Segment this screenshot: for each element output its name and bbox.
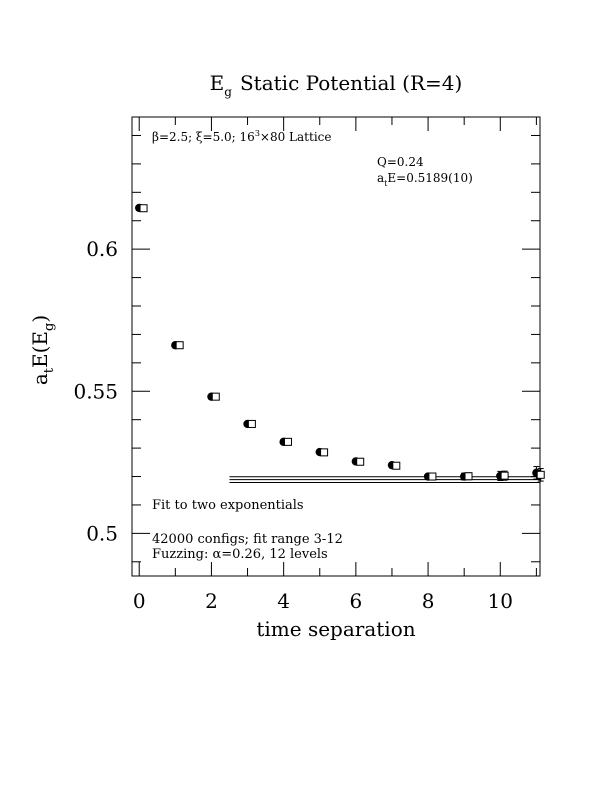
lattice-annotation: β=2.5; ξ=5.0; 163×80 Lattice bbox=[152, 129, 331, 144]
fit-annotation: Fit to two exponentials bbox=[152, 498, 304, 513]
energy-annotation: atE=0.5189(10) bbox=[377, 171, 473, 188]
data-point-square bbox=[428, 472, 437, 481]
axis-ticks bbox=[132, 117, 540, 576]
data-points bbox=[135, 203, 545, 482]
fuzzing-annotation: Fuzzing: α=0.26, 12 levels bbox=[152, 547, 328, 562]
data-point-square bbox=[320, 448, 329, 457]
plot-frame bbox=[131, 116, 541, 577]
data-point-square bbox=[464, 472, 473, 481]
x-tick-label: 8 bbox=[422, 589, 435, 613]
y-tick-label: 0.5 bbox=[86, 521, 118, 545]
y-tick-label: 0.6 bbox=[86, 237, 118, 261]
fit-band bbox=[229, 476, 540, 483]
y-tick-label: 0.55 bbox=[73, 379, 118, 403]
x-tick-label: 2 bbox=[205, 589, 218, 613]
data-point-square bbox=[139, 204, 148, 213]
data-point-square bbox=[356, 457, 365, 466]
x-tick-label: 4 bbox=[277, 589, 290, 613]
data-point-square bbox=[392, 461, 401, 470]
configs-annotation: 42000 configs; fit range 3-12 bbox=[152, 532, 343, 547]
data-point-square bbox=[247, 419, 256, 428]
data-point-square bbox=[211, 392, 220, 401]
x-tick-label: 0 bbox=[133, 589, 146, 613]
data-point-square bbox=[283, 437, 292, 446]
tick-labels: 0 2 4 6 8 10 0.5 0.55 0.6 bbox=[73, 237, 513, 613]
y-axis-label: atE(Eg) bbox=[28, 315, 57, 385]
data-point-square bbox=[175, 341, 184, 350]
chart-title: Eg Static Potential (R=4) bbox=[210, 71, 463, 99]
data-point-square bbox=[500, 471, 509, 480]
x-axis-label: time separation bbox=[256, 617, 415, 641]
q-annotation: Q=0.24 bbox=[377, 155, 424, 169]
x-tick-label: 6 bbox=[349, 589, 362, 613]
data-point-square bbox=[536, 470, 545, 479]
x-tick-label: 10 bbox=[488, 589, 513, 613]
